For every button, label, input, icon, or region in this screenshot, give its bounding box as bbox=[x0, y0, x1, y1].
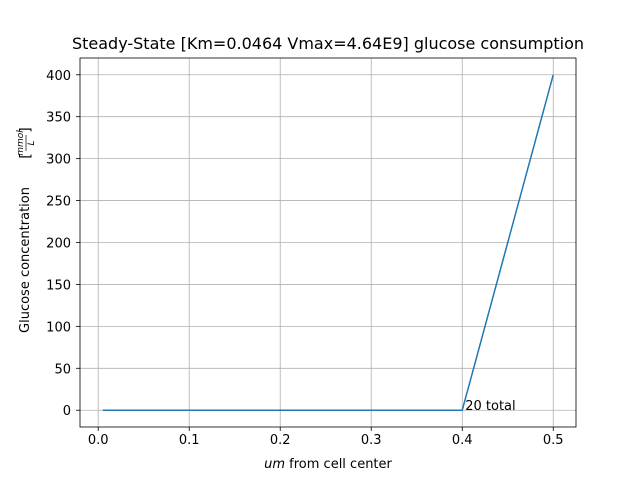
y-axis: 0 50 100 150 200 250 300 350 400 bbox=[46, 69, 80, 419]
x-tick-label: 0.4 bbox=[452, 433, 473, 448]
y-tick-label: 300 bbox=[46, 153, 71, 168]
x-tick-label: 0.1 bbox=[179, 433, 200, 448]
x-tick-label: 0.0 bbox=[88, 433, 109, 448]
chart-title: Steady-State [Km=0.0464 Vmax=4.64E9] glu… bbox=[72, 34, 584, 53]
y-tick-label: 100 bbox=[46, 320, 71, 335]
x-axis: 0.0 0.1 0.2 0.3 0.4 0.5 bbox=[88, 427, 564, 448]
y-tick-label: 250 bbox=[46, 195, 71, 210]
series-layer bbox=[102, 74, 554, 411]
series-line-glucose bbox=[102, 74, 554, 411]
y-tick-label: 350 bbox=[46, 111, 71, 126]
x-axis-label: um from cell center bbox=[264, 457, 392, 472]
y-axis-label-open-bracket: [ bbox=[18, 153, 34, 158]
y-tick-label: 200 bbox=[46, 237, 71, 252]
annotation-label: 20 total bbox=[465, 399, 515, 414]
x-tick-label: 0.5 bbox=[543, 433, 564, 448]
y-axis-label: Glucose concentration [ ] mmol L bbox=[16, 127, 37, 333]
y-axis-label-units-numerator: mmol bbox=[16, 130, 26, 156]
x-tick-label: 0.2 bbox=[270, 433, 291, 448]
y-axis-label-units-denominator: L bbox=[27, 140, 37, 145]
grid bbox=[80, 58, 576, 427]
y-tick-label: 0 bbox=[63, 404, 71, 419]
x-axis-label-unit: um bbox=[264, 457, 285, 472]
x-axis-label-text: from cell center bbox=[285, 457, 392, 472]
y-tick-label: 50 bbox=[54, 362, 71, 377]
y-axis-label-close-bracket: ] bbox=[18, 127, 34, 132]
y-tick-label: 150 bbox=[46, 278, 71, 293]
x-tick-label: 0.3 bbox=[361, 433, 382, 448]
y-tick-label: 400 bbox=[46, 69, 71, 84]
y-axis-label-text: Glucose concentration bbox=[18, 187, 33, 333]
annotations: 20 total bbox=[465, 399, 515, 414]
